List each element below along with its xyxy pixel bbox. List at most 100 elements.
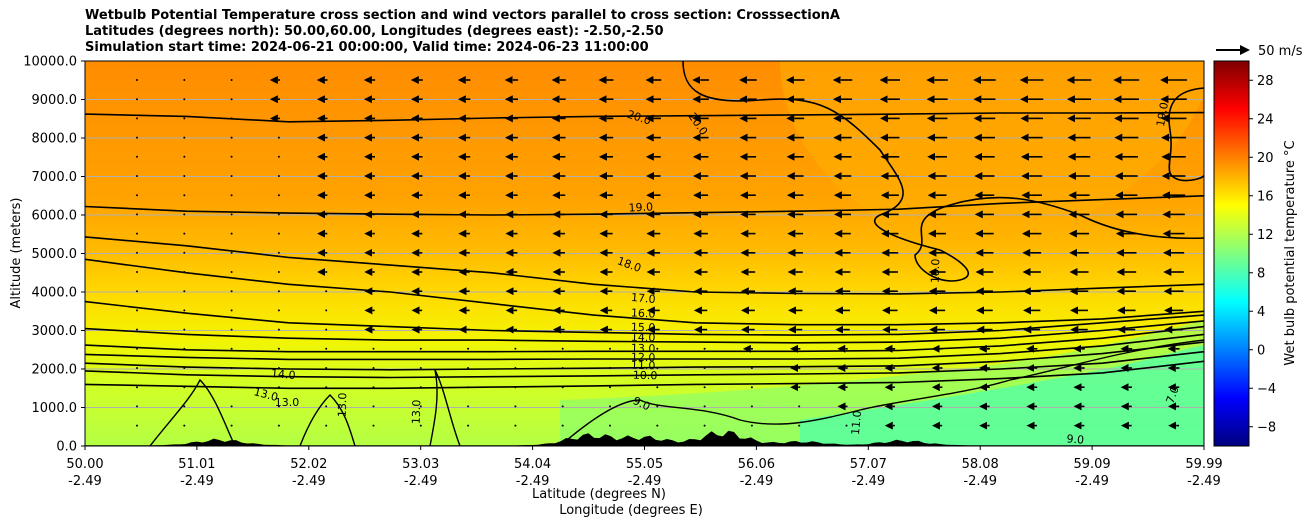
wind-vector xyxy=(136,424,138,427)
wind-vector xyxy=(277,194,280,197)
wind-vector xyxy=(325,405,328,408)
contour-line-17 xyxy=(85,258,1204,326)
x-tick-label-lat: 58.08 xyxy=(962,457,999,472)
colorbar-tick-label: −8 xyxy=(1257,420,1276,435)
y-axis-ticks: 0.0 1000.0 2000.0 3000.0 4000.0 5000.0 6000.0 7… xyxy=(23,55,85,455)
x-tick-label-lat: 52.02 xyxy=(290,457,327,472)
y-tick-label: 7000.0 xyxy=(32,170,78,185)
wind-vector xyxy=(372,367,375,369)
y-axis-label: Altitude (meters) xyxy=(9,198,24,309)
wind-vector xyxy=(561,424,564,427)
wind-vector xyxy=(230,405,233,408)
chart-title-line-1: Wetbulb Potential Temperature cross sect… xyxy=(85,8,840,23)
wind-vector xyxy=(183,155,186,158)
contour-label: 15.0 xyxy=(631,321,656,335)
wind-vector xyxy=(136,155,138,158)
wind-vector xyxy=(183,98,186,101)
y-tick-label: 2000.0 xyxy=(32,363,78,378)
y-tick-label: 5000.0 xyxy=(32,247,78,262)
wind-vector xyxy=(750,367,753,369)
contour-label: 14.0 xyxy=(631,331,656,345)
wind-vector xyxy=(230,386,233,389)
wind-vector xyxy=(136,405,138,408)
wind-vector xyxy=(467,405,470,408)
wind-vector xyxy=(419,386,422,389)
wind-vector xyxy=(372,347,375,350)
wind-vector xyxy=(183,271,186,273)
wind-vector xyxy=(277,290,280,293)
wind-vector xyxy=(183,424,186,427)
cool-region-b xyxy=(800,345,1204,446)
wind-vector xyxy=(798,424,801,427)
wind-vector xyxy=(325,290,328,293)
wind-vector xyxy=(183,367,186,369)
wind-vector xyxy=(136,386,138,389)
colorbar-tick-label: 4 xyxy=(1257,305,1265,320)
wind-vector xyxy=(609,424,611,427)
contour-label: 9.0 xyxy=(1066,432,1085,446)
wind-vector xyxy=(750,424,753,427)
wind-vector xyxy=(183,251,186,254)
y-tick-label: 6000.0 xyxy=(32,209,78,224)
x-tick-label-lon: -2.49 xyxy=(628,474,662,489)
colorbar-tick-label: 12 xyxy=(1257,228,1274,243)
wind-vector xyxy=(230,79,233,81)
x-tick-label-lat: 53.03 xyxy=(402,457,439,472)
wind-vector xyxy=(136,175,138,177)
wind-vector xyxy=(561,347,564,350)
wind-vector xyxy=(514,347,517,350)
contour-label: 19.0 xyxy=(628,200,653,214)
wind-vector xyxy=(277,155,280,158)
x-axis-label-latitude: Latitude (degrees N) xyxy=(532,487,666,502)
wind-vector xyxy=(183,328,186,331)
contour-label: 11.0 xyxy=(849,410,864,436)
contour-label: 10.0 xyxy=(633,369,658,383)
contour-label: 12.0 xyxy=(631,351,656,365)
x-axis-label-longitude: Longitude (degrees E) xyxy=(559,503,703,518)
y-tick-label: 1000.0 xyxy=(32,401,78,416)
contour-label: 17.0 xyxy=(631,291,657,306)
contour-line-15 xyxy=(85,320,1204,344)
wind-vector xyxy=(609,367,611,369)
contour-line-19 xyxy=(85,195,1204,216)
wind-vector xyxy=(514,386,517,389)
wind-vector xyxy=(703,424,706,427)
wind-vector xyxy=(419,405,422,408)
wind-vector xyxy=(183,309,186,312)
wind-vector xyxy=(656,347,659,350)
wind-vector xyxy=(277,251,280,254)
wind-vector xyxy=(277,232,280,235)
wind-vector xyxy=(561,405,564,408)
wind-vector xyxy=(230,194,233,197)
wind-vector xyxy=(230,290,233,293)
wind-vector xyxy=(750,386,753,389)
wind-vector xyxy=(230,309,233,312)
colorbar-ticks: 28 24 20 16 12 8 4 0 −4 −8 xyxy=(1249,74,1276,435)
wind-vector xyxy=(230,367,233,369)
wind-vector xyxy=(609,386,611,389)
y-tick-label: 8000.0 xyxy=(32,132,78,147)
x-tick-label-lat: 56.06 xyxy=(738,457,775,472)
wind-vector xyxy=(798,405,801,408)
wind-vector xyxy=(277,136,280,139)
contour-line-16 xyxy=(85,300,1204,336)
wind-vector xyxy=(230,328,233,331)
wind-vector xyxy=(514,367,517,369)
contour-line-19-pocket xyxy=(682,61,1204,282)
wind-vector xyxy=(277,347,280,350)
terrain xyxy=(85,430,1204,446)
wind-vector xyxy=(136,328,138,331)
wind-vector xyxy=(230,175,233,177)
colorbar-label: Wet bulb potential temperature °C xyxy=(1283,140,1298,365)
contour-line-13 xyxy=(85,333,1204,361)
contour-line-12 xyxy=(85,341,1204,371)
wind-vector xyxy=(703,367,706,369)
wind-vector xyxy=(372,405,375,408)
wind-vector xyxy=(230,155,233,158)
wind-vector xyxy=(467,367,470,369)
wind-vector xyxy=(277,309,280,312)
wind-vector xyxy=(183,79,186,81)
x-tick-label-lat: 55.05 xyxy=(626,457,663,472)
x-tick-label-lat: 59.09 xyxy=(1073,457,1110,472)
x-axis-ticks: 50.00 -2.49 51.01 -2.49 52.02 -2.49 53.03 -2.49… xyxy=(66,446,1223,489)
